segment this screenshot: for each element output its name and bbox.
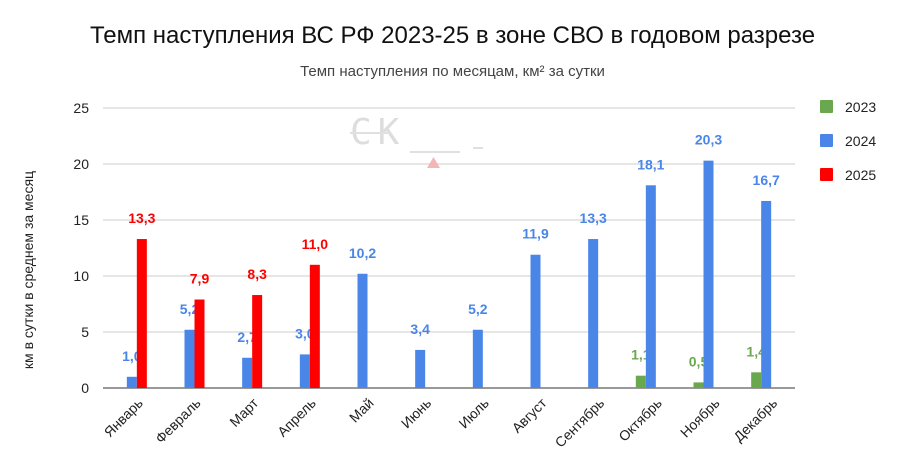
data-label-2024-8: 13,3 [580, 210, 607, 226]
legend-item-2025[interactable]: 2025 [820, 166, 876, 183]
y-tick-label: 15 [73, 212, 89, 228]
data-label-2025-2: 8,3 [247, 266, 267, 282]
data-label-2024-9: 18,1 [637, 156, 664, 172]
data-label-2024-6: 5,2 [468, 301, 488, 317]
chart-subtitle: Темп наступления по месяцам, км² за сутк… [300, 63, 605, 80]
bar-2025-2 [252, 295, 263, 388]
bar-2024-8 [588, 239, 599, 388]
x-tick-label: Август [509, 394, 551, 436]
legend-swatch-2024 [820, 134, 833, 147]
bar-2024-5 [415, 349, 426, 388]
data-label-2025-3: 11,0 [302, 236, 329, 252]
legend-label-2025: 2025 [845, 166, 877, 183]
bar-2024-9 [645, 185, 656, 388]
x-tick-label: Февраль [152, 395, 204, 447]
bar-2025-3 [309, 264, 320, 388]
data-label-2025-0: 13,3 [128, 210, 155, 226]
data-label-2024-10: 20,3 [695, 132, 722, 148]
bar-2024-0 [126, 376, 137, 388]
bar-2024-6 [472, 329, 483, 388]
bar-2024-4 [357, 273, 368, 388]
bar-2024-11 [761, 200, 772, 388]
bar-2024-2 [242, 357, 253, 388]
bar-2025-0 [136, 239, 147, 388]
bar-2023-10 [693, 382, 704, 388]
bar-2024-3 [299, 354, 310, 388]
legend-swatch-2023 [820, 100, 833, 113]
bar-2023-11 [751, 372, 762, 388]
legend-item-2023[interactable]: 2023 [820, 98, 876, 115]
x-tick-label: Май [346, 395, 377, 426]
bar-2024-1 [184, 329, 195, 388]
x-tick-label: Апрель [274, 395, 319, 440]
watermark-triangle-icon [427, 157, 440, 168]
x-tick-label: Июль [455, 395, 492, 432]
x-tick-label: Январь [101, 395, 146, 440]
x-tick-label: Октябрь [615, 395, 665, 445]
x-tick-label: Июнь [398, 395, 434, 431]
y-tick-label: 20 [73, 156, 89, 172]
data-label-2025-1: 7,9 [190, 271, 210, 287]
bar-2025-1 [194, 299, 205, 388]
data-label-2024-5: 3,4 [410, 321, 430, 337]
bar-2024-7 [530, 254, 541, 388]
legend: 2023 2024 2025 [820, 98, 876, 200]
chart-title: Темп наступления ВС РФ 2023-25 в зоне СВ… [89, 22, 816, 49]
y-tick-label: 0 [81, 380, 89, 396]
data-label-2024-4: 10,2 [349, 245, 376, 261]
legend-swatch-2025 [820, 168, 833, 181]
bar-2024-10 [703, 160, 714, 388]
legend-item-2024[interactable]: 2024 [820, 132, 876, 149]
legend-label-2023: 2023 [845, 98, 877, 115]
y-tick-label: 5 [81, 324, 89, 340]
data-label-2024-11: 16,7 [753, 172, 780, 188]
data-label-2024-7: 11,9 [522, 226, 549, 242]
bar-2023-9 [635, 375, 646, 388]
y-tick-label: 10 [73, 268, 89, 284]
legend-label-2024: 2024 [845, 132, 877, 149]
x-tick-label: Март [226, 394, 261, 429]
y-tick-label: 25 [73, 100, 89, 116]
x-tick-label: Ноябрь [677, 395, 723, 441]
x-tick-label: Сентябрь [552, 395, 608, 451]
x-tick-label: Декабрь [730, 395, 780, 445]
